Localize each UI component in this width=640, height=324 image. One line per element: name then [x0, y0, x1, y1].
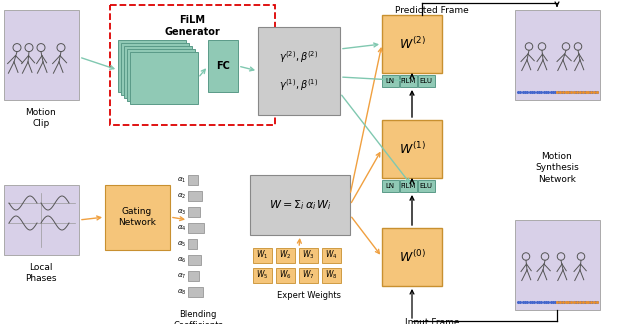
Text: Motion
Synthesis
Network: Motion Synthesis Network [535, 152, 579, 184]
Bar [253, 268, 272, 283]
Text: $W^{(0)}$: $W^{(0)}$ [399, 249, 426, 265]
Bar [130, 52, 198, 104]
Text: FiLM: FiLM [400, 78, 416, 84]
Bar [110, 5, 275, 125]
Bar [4, 185, 79, 255]
Bar [127, 49, 195, 101]
Bar [382, 120, 442, 178]
Text: $\alpha_1$: $\alpha_1$ [177, 175, 186, 185]
Bar [382, 15, 442, 73]
Bar [105, 185, 170, 250]
Bar [276, 268, 295, 283]
Bar [515, 10, 600, 100]
Bar [382, 228, 442, 286]
Bar [188, 223, 204, 233]
Bar [322, 248, 341, 263]
Bar [188, 207, 200, 217]
Text: LN: LN [385, 183, 395, 189]
Text: $W_8$: $W_8$ [324, 269, 337, 281]
Bar [276, 248, 295, 263]
Bar [121, 43, 189, 95]
Text: $W_5$: $W_5$ [256, 269, 268, 281]
Text: ELU: ELU [419, 183, 433, 189]
Bar [188, 287, 203, 297]
Text: Local
Phases: Local Phases [25, 263, 57, 283]
Text: ELU: ELU [419, 78, 433, 84]
Text: Gating
Network: Gating Network [118, 207, 156, 227]
Bar [258, 27, 340, 115]
Bar [322, 268, 341, 283]
Text: Predicted Frame: Predicted Frame [395, 6, 469, 15]
Bar [382, 75, 399, 87]
Text: Motion
Clip: Motion Clip [26, 108, 56, 128]
Text: $W_1$: $W_1$ [256, 249, 268, 261]
Text: 1D Convolution: 1D Convolution [137, 81, 191, 87]
Bar [418, 75, 435, 87]
Bar [418, 180, 435, 192]
Text: $W_3$: $W_3$ [301, 249, 314, 261]
Text: $\alpha_6$: $\alpha_6$ [177, 255, 186, 265]
Text: $\alpha_4$: $\alpha_4$ [177, 224, 186, 233]
Text: $W^{(2)}$: $W^{(2)}$ [399, 36, 426, 52]
Bar [188, 255, 201, 265]
Bar [253, 248, 272, 263]
Bar [208, 40, 238, 92]
Bar [188, 175, 198, 185]
Bar [124, 46, 192, 98]
Text: $W_7$: $W_7$ [301, 269, 314, 281]
Bar [188, 271, 199, 281]
Text: Input Frame: Input Frame [404, 318, 460, 324]
Text: $\gamma^{(1)},\beta^{(1)}$: $\gamma^{(1)},\beta^{(1)}$ [280, 77, 319, 93]
Text: LN: LN [385, 78, 395, 84]
Text: $\gamma^{(2)},\beta^{(2)}$: $\gamma^{(2)},\beta^{(2)}$ [280, 49, 319, 65]
Text: $W_4$: $W_4$ [324, 249, 337, 261]
Text: $\alpha_3$: $\alpha_3$ [177, 207, 186, 217]
Text: $W_6$: $W_6$ [278, 269, 291, 281]
Text: Blending
Coefficients: Blending Coefficients [173, 310, 223, 324]
Text: FiLM: FiLM [400, 183, 416, 189]
Text: FiLM
Generator: FiLM Generator [164, 15, 220, 37]
Bar [382, 180, 399, 192]
Text: $W^{(1)}$: $W^{(1)}$ [399, 141, 426, 157]
Bar [188, 191, 202, 201]
Text: $\alpha_2$: $\alpha_2$ [177, 191, 186, 201]
Text: $\alpha_7$: $\alpha_7$ [177, 272, 186, 281]
Bar [250, 175, 350, 235]
Bar [299, 248, 318, 263]
Text: $W_2$: $W_2$ [279, 249, 291, 261]
Text: $\alpha_5$: $\alpha_5$ [177, 239, 186, 249]
Text: $\alpha_8$: $\alpha_8$ [177, 287, 186, 296]
Text: FC: FC [216, 61, 230, 71]
Bar [299, 268, 318, 283]
Bar [4, 10, 79, 100]
Text: $W = \Sigma_i\,\alpha_i\,W_i$: $W = \Sigma_i\,\alpha_i\,W_i$ [269, 198, 332, 212]
Bar [400, 180, 417, 192]
Bar [515, 220, 600, 310]
Bar [118, 40, 186, 92]
Bar [188, 239, 197, 249]
Bar [400, 75, 417, 87]
Text: Expert Weights: Expert Weights [277, 291, 341, 300]
